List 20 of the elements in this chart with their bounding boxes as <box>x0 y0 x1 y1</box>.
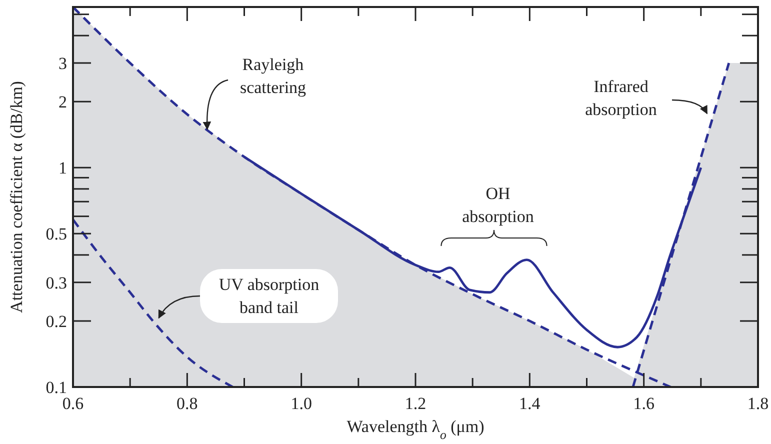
y-tick-label: 3 <box>58 54 67 73</box>
x-tick-label: 1.4 <box>519 394 541 413</box>
x-tick-label: 0.8 <box>176 394 198 413</box>
y-tick-label: 0.1 <box>46 378 67 397</box>
y-tick-label: 2 <box>58 92 67 112</box>
annotation: UV absorption band tail <box>218 275 320 317</box>
y-tick-label: 0.3 <box>46 273 67 292</box>
x-tick-label: 1.0 <box>290 394 312 413</box>
y-tick-label: 1 <box>58 158 67 178</box>
x-tick-label: 1.2 <box>404 394 426 413</box>
x-tick-label: 0.6 <box>62 394 84 413</box>
x-tick-label: 1.6 <box>633 394 654 413</box>
annotation: Rayleigh scattering <box>240 55 307 97</box>
annotation: Infrared absorption <box>585 77 658 119</box>
x-tick-label: 1.8 <box>747 394 769 413</box>
y-tick-label: 0.5 <box>46 224 67 244</box>
annotation: OH absorption <box>462 184 534 226</box>
y-axis-title: Attenuation coefficient α (dB/km) <box>7 81 26 313</box>
y-tick-label: 0.2 <box>46 312 67 331</box>
x-axis-title: Wavelength λ$_{o}$ (μm) <box>346 417 484 442</box>
